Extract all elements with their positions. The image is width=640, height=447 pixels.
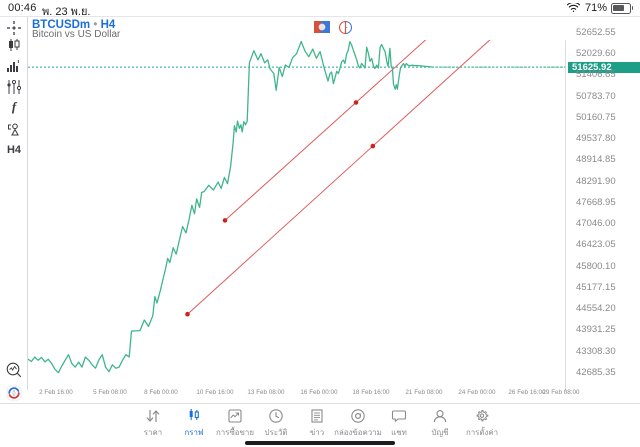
svg-text:T: T	[17, 60, 21, 65]
